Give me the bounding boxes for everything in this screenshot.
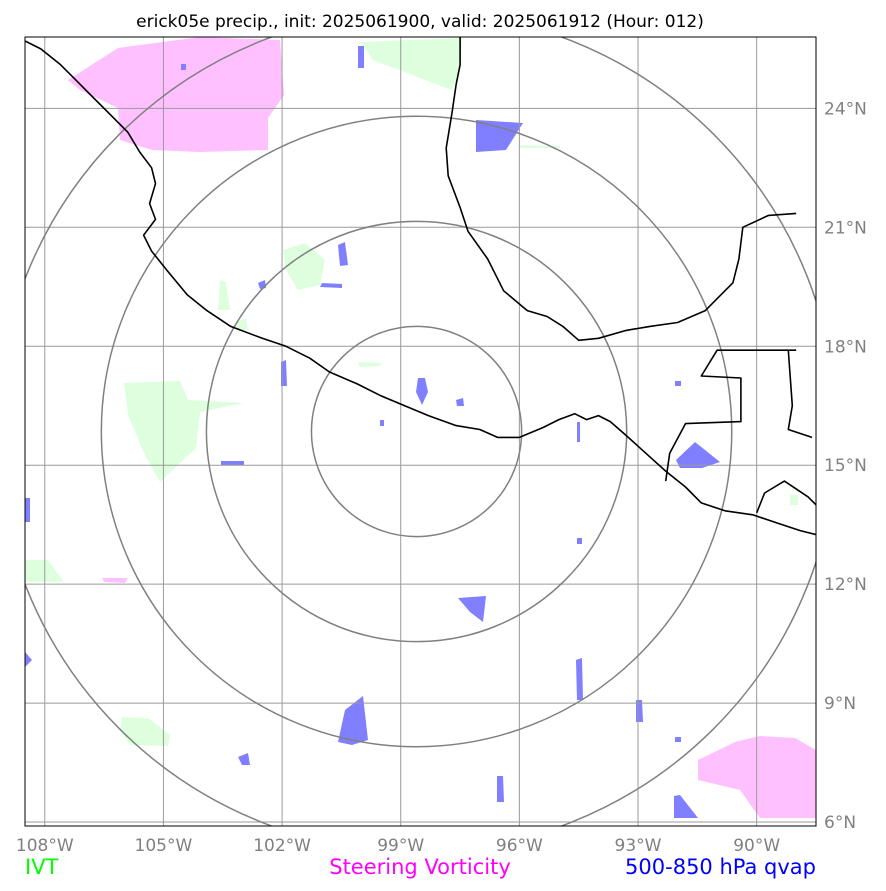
qvap-patch: [380, 420, 384, 426]
qvap-patch: [676, 442, 720, 468]
x-tick-label: 90°W: [733, 836, 780, 856]
qvap-patch: [238, 753, 250, 765]
qvap-patch: [338, 696, 368, 745]
x-tick-label: 96°W: [496, 836, 543, 856]
y-tick-label: 6°N: [824, 813, 856, 833]
legend: IVT Steering Vorticity 500-850 hPa qvap: [25, 855, 816, 879]
range-ring: [205, 220, 628, 643]
x-tick-labels: 108°W 105°W 102°W 99°W 96°W 93°W 90°W: [16, 836, 780, 856]
x-tick-label: 108°W: [16, 836, 74, 856]
coastline: [445, 37, 797, 342]
qvap-patch: [258, 280, 266, 289]
qvap-patch: [674, 795, 698, 818]
ivt-patch: [790, 495, 798, 505]
ivt-patch: [218, 280, 230, 310]
qvap-patch: [456, 398, 464, 406]
legend-steering-vorticity: Steering Vorticity: [329, 855, 511, 879]
x-tick-label: 93°W: [615, 836, 662, 856]
ivt-patch: [120, 717, 170, 746]
qvap-patch: [181, 64, 186, 70]
x-tick-label: 105°W: [135, 836, 193, 856]
y-tick-label: 15°N: [824, 456, 867, 476]
qvap-patch: [476, 120, 523, 152]
y-tick-label: 21°N: [824, 218, 867, 238]
qvap-patch: [675, 381, 681, 386]
qvap-patch: [416, 378, 428, 405]
qvap-patch: [25, 498, 30, 522]
qvap-patch: [458, 596, 486, 622]
qvap-patch: [320, 283, 342, 288]
plot-area: [25, 37, 816, 826]
y-tick-label: 24°N: [824, 99, 867, 119]
vorticity-patch: [102, 578, 128, 583]
legend-qvap: 500-850 hPa qvap: [625, 855, 816, 879]
qvap-patch: [25, 652, 32, 667]
qvap-patch: [576, 658, 583, 700]
range-ring: [310, 325, 523, 538]
qvap-patch: [497, 776, 504, 802]
coastline: [755, 480, 816, 514]
qvap-patch: [675, 737, 681, 742]
x-tick-label: 102°W: [253, 836, 311, 856]
qvap-fields: [25, 46, 720, 818]
x-tick-label: 99°W: [377, 836, 424, 856]
ivt-patch: [358, 362, 382, 367]
y-tick-label: 12°N: [824, 575, 867, 595]
plot-frame: [24, 36, 817, 827]
coastline: [25, 40, 816, 536]
range-ring: [100, 115, 733, 748]
y-tick-label: 9°N: [824, 694, 856, 714]
ivt-patch: [124, 381, 244, 482]
qvap-patch: [358, 46, 364, 68]
qvap-patch: [577, 538, 582, 544]
y-tick-label: 18°N: [824, 337, 867, 357]
range-rings: [25, 37, 816, 826]
legend-ivt: IVT: [25, 855, 59, 879]
gridlines: [25, 37, 816, 826]
coastlines: [25, 37, 816, 536]
coastline: [664, 349, 797, 482]
y-tick-labels: 24°N 21°N 18°N 15°N 12°N 9°N 6°N: [824, 99, 867, 833]
qvap-patch: [221, 461, 244, 465]
chart-title: erick05e precip., init: 2025061900, vali…: [136, 12, 704, 32]
vorticity-patch: [68, 37, 284, 152]
ivt-patch: [236, 318, 248, 332]
qvap-patch: [338, 242, 348, 266]
coastline: [787, 350, 813, 439]
qvap-patch: [577, 422, 580, 442]
ivt-patch: [283, 243, 325, 290]
ivt-patch: [360, 38, 462, 90]
